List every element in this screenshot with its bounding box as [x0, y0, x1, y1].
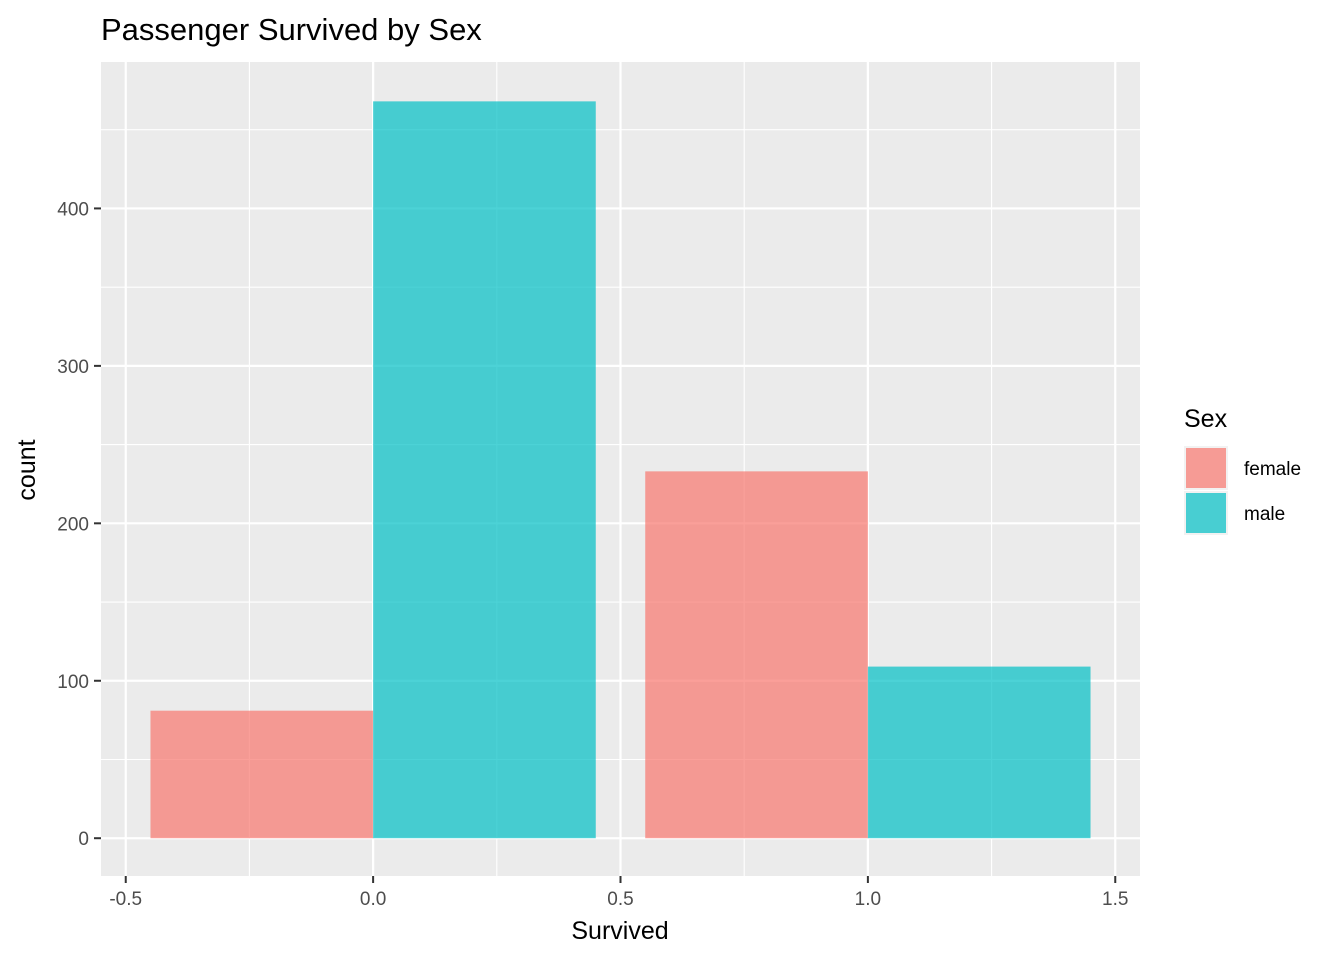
x-tick-label: 1.5 [1102, 889, 1128, 910]
bar-female-0 [150, 710, 374, 839]
x-tick-label: -0.5 [109, 889, 142, 910]
bar-male-0 [373, 101, 596, 839]
legend: Sex female male [1184, 405, 1301, 535]
x-tick-label: 0.5 [607, 889, 633, 910]
legend-label-male: male [1244, 504, 1285, 525]
legend-title: Sex [1184, 405, 1228, 433]
x-tick-label: 1.0 [855, 889, 881, 910]
x-axis-title: Survived [571, 917, 668, 945]
legend-key-male [1186, 493, 1226, 533]
bars-group [150, 101, 1091, 839]
y-tick-label: 100 [57, 672, 89, 693]
y-tick-label: 400 [57, 199, 89, 220]
y-tick-label: 300 [57, 357, 89, 378]
x-tick-label: 0.0 [360, 889, 386, 910]
legend-key-female [1186, 448, 1226, 488]
y-axis-title: count [13, 439, 41, 500]
bar-male-1 [867, 666, 1091, 839]
axis-ticks: -0.5 0.0 0.5 1.0 1.5 0 100 200 300 400 [57, 199, 1128, 910]
y-tick-label: 0 [78, 829, 89, 850]
chart-title: Passenger Survived by Sex [101, 12, 482, 47]
y-tick-label: 200 [57, 514, 89, 535]
legend-label-female: female [1244, 459, 1301, 480]
bar-female-1 [645, 471, 868, 839]
